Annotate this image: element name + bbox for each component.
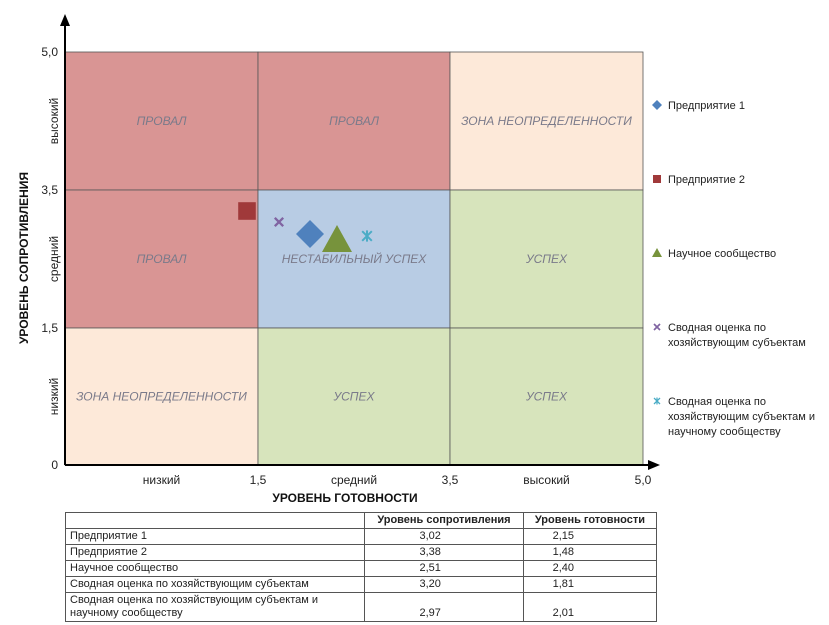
axes bbox=[60, 14, 660, 470]
table-cell-name: Сводная оценка по хозяйствующим субъекта… bbox=[65, 592, 365, 622]
x-axis-arrow bbox=[648, 460, 660, 470]
y-axis-title: УРОВЕНЬ СОПРОТИВЛЕНИЯ bbox=[17, 172, 31, 344]
table-row: Предприятие 1 3,02 2,15 bbox=[65, 528, 658, 545]
zone-label: ПРОВАЛ bbox=[137, 114, 188, 128]
data-points bbox=[238, 202, 373, 252]
point-enterprise-1 bbox=[296, 220, 324, 248]
zone-label: ЗОНА НЕОПРЕДЕЛЕННОСТИ bbox=[461, 114, 632, 128]
point-summary-business bbox=[273, 216, 285, 228]
y-tick-label: 5,0 bbox=[41, 45, 58, 59]
table-cell-resistance: 3,02 bbox=[364, 528, 524, 545]
table-row: Сводная оценка по хозяйствующим субъекта… bbox=[65, 592, 658, 622]
marker-stroke bbox=[273, 216, 285, 228]
legend-marker bbox=[653, 175, 661, 183]
zone-label: НЕСТАБИЛЬНЫЙ УСПЕХ bbox=[282, 250, 428, 266]
zone-label: ПРОВАЛ bbox=[137, 252, 188, 266]
legend-label: Сводная оценка по хозяйствующим субъектам… bbox=[668, 396, 815, 438]
table-cell-name: Сводная оценка по хозяйствующим субъекта… bbox=[65, 576, 365, 593]
table-cell-name: Предприятие 1 bbox=[65, 528, 365, 545]
x-zone-label: высокий bbox=[523, 473, 569, 487]
zone-cell bbox=[257, 51, 451, 191]
y-zone-label: средний bbox=[47, 236, 61, 282]
table-row: Сводная оценка по хозяйствующим субъекта… bbox=[65, 576, 658, 593]
zone-cell bbox=[449, 189, 644, 329]
legend: Предприятие 1 Предприятие 2 Научное сообще… bbox=[652, 100, 815, 438]
table-header-cell: Уровень сопротивления bbox=[364, 512, 524, 529]
legend-marker bbox=[653, 397, 661, 405]
zone-cell bbox=[64, 327, 259, 466]
table-cell-resistance: 2,97 bbox=[364, 592, 524, 622]
legend-marker bbox=[653, 323, 661, 331]
y-zone-label: низкий bbox=[47, 378, 61, 416]
zone-label: ПРОВАЛ bbox=[329, 114, 380, 128]
table-cell-resistance: 3,38 bbox=[364, 544, 524, 561]
zone-label: ЗОНА НЕОПРЕДЕЛЕННОСТИ bbox=[76, 390, 247, 404]
zone-label: УСПЕХ bbox=[332, 390, 375, 404]
table-cell-name: Предприятие 2 bbox=[65, 544, 365, 561]
y-axis-arrow bbox=[60, 14, 70, 26]
legend-label: Сводная оценка по хозяйствующим субъектам bbox=[668, 322, 806, 349]
legend-label: Предприятие 1 bbox=[668, 100, 745, 112]
y-tick-label: 0 bbox=[51, 458, 58, 472]
table-cell-readiness: 1,81 bbox=[522, 576, 658, 593]
table-header-row: Уровень сопротивления Уровень готовности bbox=[65, 512, 658, 529]
zone-labels: ПРОВАЛ ПРОВАЛ ЗОНА НЕОПРЕДЕЛЕННОСТИ ПРОВАЛ Н… bbox=[76, 114, 632, 404]
zone-cell bbox=[257, 189, 451, 329]
marker-stroke bbox=[653, 323, 661, 331]
table-cell-readiness: 2,40 bbox=[522, 560, 658, 577]
table-cell-resistance: 3,20 bbox=[364, 576, 524, 593]
y-zone-label: высокий bbox=[47, 98, 61, 144]
x-tick-label: 3,5 bbox=[442, 473, 459, 487]
point-scientific-community bbox=[322, 225, 352, 252]
legend-label: Научное сообщество bbox=[668, 248, 776, 260]
zone-cell bbox=[449, 51, 644, 191]
table-row: Предприятие 2 3,38 1,48 bbox=[65, 544, 658, 561]
table-cell-resistance: 2,51 bbox=[364, 560, 524, 577]
legend-marker bbox=[652, 248, 662, 257]
x-zone-label: низкий bbox=[143, 473, 181, 487]
table-header-cell bbox=[65, 512, 365, 529]
zone-label: УСПЕХ bbox=[525, 252, 568, 266]
matrix-chart: ПРОВАЛ ПРОВАЛ ЗОНА НЕОПРЕДЕЛЕННОСТИ ПРОВАЛ Н… bbox=[17, 14, 815, 505]
x-axis-title: УРОВЕНЬ ГОТОВНОСТИ bbox=[272, 491, 417, 505]
zone-grid bbox=[64, 51, 644, 466]
x-zone-label: средний bbox=[331, 473, 377, 487]
zone-cell bbox=[64, 189, 259, 329]
zone-label: УСПЕХ bbox=[525, 390, 568, 404]
y-tick-label: 3,5 bbox=[41, 183, 58, 197]
table-cell-name: Научное сообщество bbox=[65, 560, 365, 577]
data-table: Уровень сопротивления Уровень готовности… bbox=[65, 512, 658, 622]
table-header-cell: Уровень готовности bbox=[522, 512, 658, 529]
tick-labels: 1,5 3,5 5,0 0 1,5 3,5 5,0 низкий средний высокий н… bbox=[41, 45, 651, 487]
table-cell-readiness: 2,15 bbox=[522, 528, 658, 545]
table-cell-readiness: 2,01 bbox=[522, 592, 658, 622]
zone-cell bbox=[257, 327, 451, 466]
y-tick-label: 1,5 bbox=[41, 321, 58, 335]
point-summary-business-science bbox=[361, 230, 373, 242]
legend-marker bbox=[652, 100, 662, 110]
point-enterprise-2 bbox=[238, 202, 256, 220]
table-cell-readiness: 1,48 bbox=[522, 544, 658, 561]
x-tick-label: 5,0 bbox=[635, 473, 652, 487]
x-tick-label: 1,5 bbox=[250, 473, 267, 487]
table-row: Научное сообщество 2,51 2,40 bbox=[65, 560, 658, 577]
legend-label: Предприятие 2 bbox=[668, 174, 745, 186]
zone-cell bbox=[64, 51, 259, 191]
